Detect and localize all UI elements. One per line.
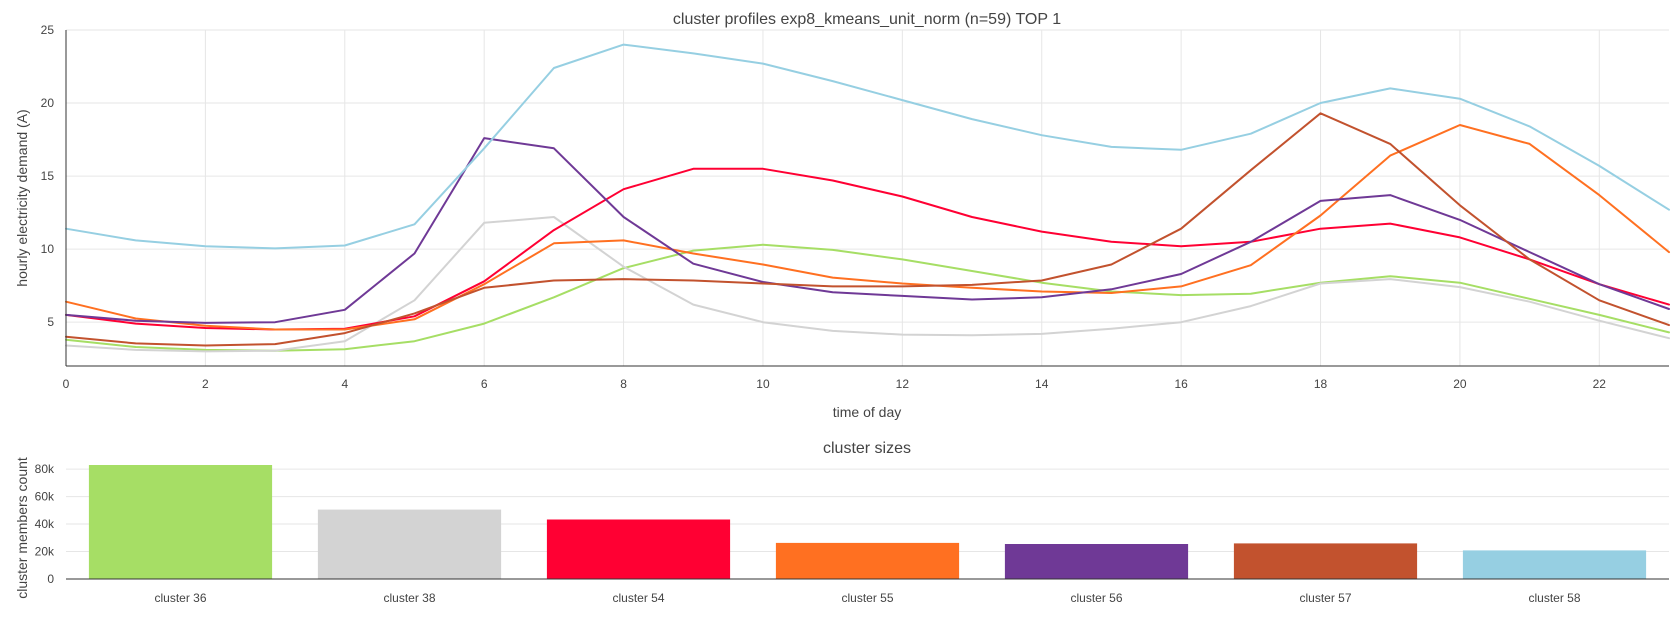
bar-4 [775, 542, 960, 579]
bar-chart-title: cluster sizes [823, 440, 911, 457]
bar-chart-category-label: cluster 57 [1299, 591, 1351, 605]
bar-3 [546, 519, 731, 579]
line-chart-x-tick-label: 4 [341, 377, 348, 391]
bar-chart-grid [66, 468, 1669, 553]
line-chart-x-label: time of day [833, 404, 901, 420]
series-line-2 [65, 216, 1670, 353]
bar-5 [1004, 544, 1189, 579]
line-chart-x-tick-label: 20 [1453, 377, 1467, 391]
line-chart-y-tick-label: 5 [47, 315, 54, 329]
line-chart-y-tick-label: 20 [41, 96, 55, 110]
bar-chart-y-tick-label: 0 [47, 572, 54, 586]
line-chart-x-tick-label: 6 [481, 377, 488, 391]
bar-1 [88, 465, 273, 579]
bar-chart-x-ticks: cluster 36 cluster 38 cluster 54 cluster 55… [154, 591, 1580, 605]
line-chart-x-tick-label: 14 [1035, 377, 1049, 391]
line-chart-x-tick-label: 12 [896, 377, 910, 391]
line-chart-grid [65, 29, 1669, 366]
bar-6 [1233, 543, 1418, 579]
line-chart-y-tick-label: 15 [41, 169, 55, 183]
line-chart-y-tick-label: 25 [41, 23, 55, 37]
line-chart-y-label: hourly electricity demand (A) [14, 109, 30, 286]
line-chart-x-tick-label: 2 [202, 377, 209, 391]
bar-chart-y-tick-label: 80k [35, 462, 55, 476]
bar-chart-y-label: cluster members count [14, 457, 30, 599]
series-line-5 [65, 137, 1670, 324]
bar-chart-y-tick-label: 40k [35, 517, 55, 531]
line-chart-x-tick-label: 22 [1593, 377, 1607, 391]
bar-chart-bars [88, 465, 1647, 579]
line-chart-x-tick-label: 0 [63, 377, 70, 391]
bar-chart-category-label: cluster 54 [612, 591, 664, 605]
series-line-4 [65, 124, 1670, 331]
line-chart-x-tick-label: 18 [1314, 377, 1328, 391]
bar-chart-category-label: cluster 38 [383, 591, 435, 605]
series-line-7 [65, 43, 1670, 250]
bar-chart-category-label: cluster 58 [1528, 591, 1580, 605]
bar-chart-y-ticks: 0 20k 40k 60k 80k [35, 462, 55, 586]
series-line-6 [65, 112, 1670, 347]
bar-chart-category-label: cluster 56 [1070, 591, 1122, 605]
line-chart-x-tick-label: 8 [620, 377, 627, 391]
line-chart-title: cluster profiles exp8_kmeans_unit_norm (… [673, 11, 1061, 28]
line-chart-y-tick-label: 10 [41, 242, 55, 256]
bar-chart-category-label: cluster 36 [154, 591, 206, 605]
bar-chart-y-tick-label: 20k [35, 545, 55, 559]
line-chart-y-ticks: 5 10 15 20 25 [41, 23, 55, 329]
line-chart-x-ticks: 0 2 4 6 8 10 12 14 16 18 20 22 [63, 377, 1607, 391]
bar-2 [317, 509, 502, 579]
bar-7 [1462, 550, 1647, 579]
line-chart-x-tick-label: 16 [1174, 377, 1188, 391]
series-line-1 [65, 243, 1670, 352]
line-chart-x-tick-label: 10 [756, 377, 770, 391]
bar-chart-y-tick-label: 60k [35, 490, 55, 504]
line-chart-series [65, 43, 1670, 353]
bar-chart-category-label: cluster 55 [841, 591, 893, 605]
